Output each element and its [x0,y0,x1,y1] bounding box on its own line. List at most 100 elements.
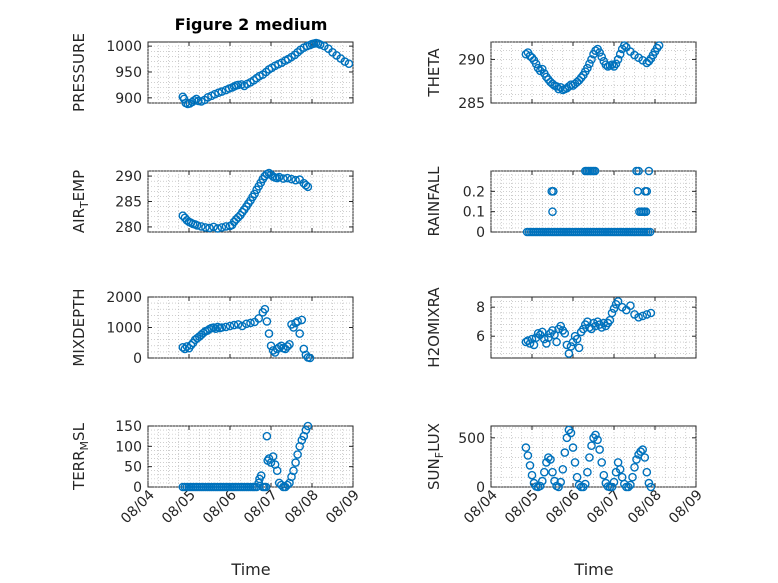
data-point [620,41,629,50]
data-point [297,435,307,445]
data-point [305,353,315,363]
data-point [540,467,549,477]
data-point [225,321,235,331]
data-point [192,94,201,104]
data-point [554,84,563,94]
y-tick-label: 290 [115,169,142,185]
data-point [549,186,558,196]
y-tick-label: 500 [458,431,485,447]
y-tick-label: 0 [133,351,142,367]
data-point [293,317,302,326]
data-point [572,472,582,482]
data-point [583,467,592,477]
grid [490,41,697,104]
data-point [548,326,557,335]
data-point [607,308,617,318]
y-tick-label: 2000 [106,290,142,306]
x-tick-label: 08/06 [200,487,240,527]
subplot-rainfall: 0 0.1 0.2 RAINFALL [425,166,697,241]
subplot-theta: 285 290 THETA [425,41,697,112]
y-axis-label: AIRTEMP [70,170,91,233]
data-point [268,452,278,461]
x-tick-label: 08/07 [241,487,281,527]
y-axis-label: SUNFLUX [425,423,446,490]
y-tick-label: 8 [476,300,485,316]
data-point [641,207,651,216]
data-point [591,430,600,440]
data-point [182,342,192,351]
data-point [274,172,284,182]
data-point [260,304,270,314]
data-point [611,59,621,69]
y-axis-label: RAINFALL [425,166,443,237]
x-tick-label: 08/08 [625,487,665,527]
data-point [566,342,576,351]
data-point [297,315,307,325]
data-point [601,60,611,69]
data-point [607,60,617,69]
data-point [560,328,570,338]
data-point [217,223,227,232]
data-point [628,472,637,482]
data-point [261,482,271,492]
data-point [301,180,311,190]
data-point [587,441,596,451]
data-point [548,467,557,477]
data-point [597,323,607,332]
x-tick-label: 08/09 [666,487,706,527]
data-point [597,52,607,62]
data-point [644,166,654,176]
data-point [315,40,325,49]
data-point [283,342,292,351]
data-point [250,189,259,199]
data-point [556,83,566,92]
data-point [572,334,582,344]
grid [147,425,354,488]
data-point [237,321,247,331]
data-point [525,461,535,470]
data-point [595,445,604,454]
data-point [256,471,266,480]
data-point [192,221,202,230]
data-point [221,322,231,332]
x-tick-label: 08/09 [323,487,363,527]
data-point [287,174,296,184]
data-point [570,458,580,467]
y-tick-label: 50 [124,460,142,476]
data-point [233,80,243,90]
data-point [283,480,292,490]
data-point [303,182,313,192]
data-point [585,59,594,69]
data-point [198,328,208,338]
y-tick-label: 100 [115,439,142,455]
y-tick-label: 290 [458,52,485,68]
data-point [613,55,623,64]
data-point [217,323,227,332]
figure-title: Figure 2 medium [175,15,328,34]
series-markers [178,304,315,363]
subplot-pressure: 900 950 1000 PRESSURE [70,33,354,112]
x-tick-label: 08/05 [159,487,199,527]
data-point [196,222,206,231]
grid [490,170,697,233]
data-point [568,443,578,452]
data-point [264,329,274,338]
subplot-air_temp: 280 285 290 AIRTEMP [70,168,354,236]
data-point [540,334,549,344]
data-point [552,337,561,347]
y-tick-label: 1000 [106,321,142,337]
data-point [642,310,652,319]
data-point [201,223,210,232]
data-point [562,433,572,443]
data-point [242,319,251,329]
grid [147,42,354,104]
data-point [178,342,188,352]
data-point [525,339,535,348]
series-markers [522,166,655,237]
series-markers [521,425,656,492]
data-point [211,324,220,334]
x-tick-label: 08/08 [282,487,322,527]
